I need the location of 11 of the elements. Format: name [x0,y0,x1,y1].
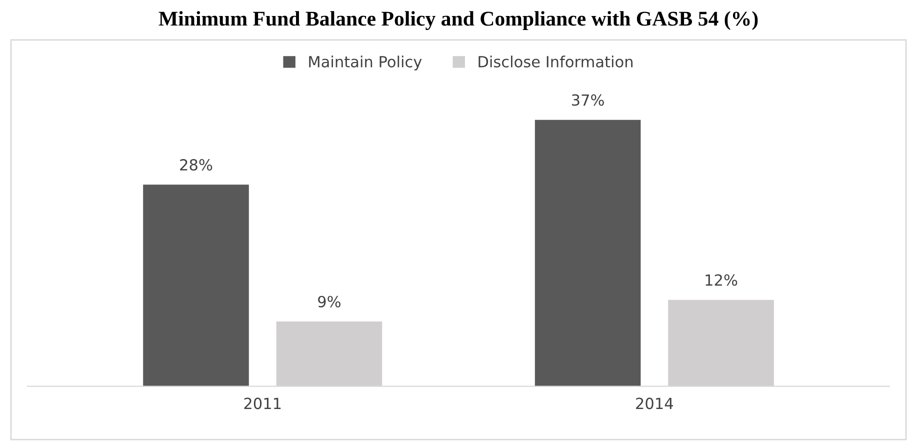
legend-label: Disclose Information [478,56,633,68]
x-tick-label: 2014 [636,398,673,410]
bar [143,184,249,386]
data-label: 37% [572,94,604,106]
x-tick-label: 2011 [244,398,281,410]
legend-label: Maintain Policy [309,56,422,70]
bar [534,120,641,386]
chart-title: Minimum Fund Balance Policy and Compliance with GASB 54 (%) [158,11,758,30]
data-label: 9% [318,296,340,308]
data-label: 12% [706,274,738,286]
data-label: 28% [180,159,212,171]
